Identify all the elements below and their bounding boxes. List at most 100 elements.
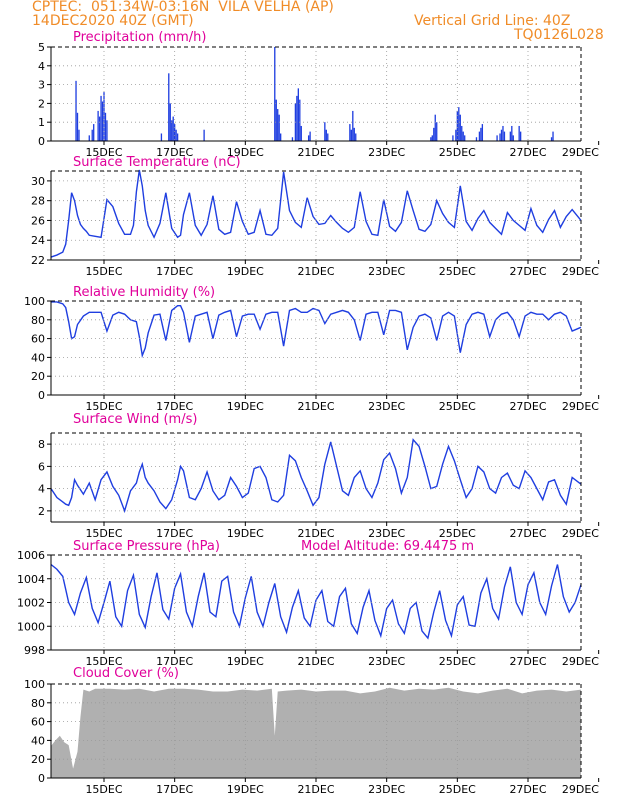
precip-bar [168,73,170,141]
panel-title: Cloud Cover (%) [73,666,179,681]
y-tick-label: 1006 [17,549,45,562]
precip-bar [327,133,329,141]
x-tick-label: 19DEC [227,146,264,159]
precip-bar [88,135,90,141]
panel-title: Surface Pressure (hPa) [73,539,220,554]
y-tick-label: 0 [38,135,45,148]
header-grid-line: Vertical Grid Line: 40Z [414,13,571,29]
precip-bar [297,88,299,141]
y-tick-label: 60 [31,716,45,729]
x-tick-label: 23DEC [368,655,405,668]
header-datetime: 14DEC2020 40Z (GMT) [32,13,194,29]
series-line [50,563,582,640]
x-tick-label: 17DEC [156,527,193,540]
precip-bar [519,131,522,141]
precip-bar [106,120,108,141]
panel-1 [47,169,600,264]
x-tick-label: 27DEC [509,400,546,413]
precip-bar [307,135,310,141]
precip-bar [431,135,433,141]
precip-bar [462,131,464,141]
panel-title: Surface Wind (m/s) [73,412,197,427]
series-line [50,438,582,514]
precip-bar [175,129,177,141]
precip-bar [203,129,205,141]
x-tick-label: 17DEC [156,146,193,159]
x-tick-label: 23DEC [368,146,405,159]
precip-bar [518,125,520,141]
precip-bar [458,107,460,141]
precip-bar [299,99,301,141]
x-tick-label: 15DEC [85,655,122,668]
y-tick-label: 28 [31,195,45,208]
precip-bar [478,131,481,141]
precip-bar [176,133,179,141]
x-tick-label: 17DEC [156,655,193,668]
precip-bar [325,129,327,141]
panel-2 [47,300,600,399]
x-tick-label: 25DEC [439,783,476,796]
x-tick-label: 23DEC [368,527,405,540]
precip-bar [75,80,77,141]
precip-bar [430,137,432,141]
y-tick-label: 1 [38,116,45,129]
y-tick-label: 24 [31,234,45,247]
y-tick-label: 2 [38,97,45,110]
precip-bar [353,127,355,141]
y-tick-label: 20 [31,370,45,383]
y-tick-label: 2 [38,505,45,518]
x-tick-label: 21DEC [297,527,334,540]
precip-bar [461,125,463,141]
precip-bar [503,131,506,141]
precip-bar [502,125,504,141]
precip-bar [452,135,454,141]
precip-bar [278,114,280,141]
x-tick-label: 21DEC [297,265,334,278]
series-line [51,301,582,359]
y-tick-label: 5 [38,41,45,54]
precip-bar [309,131,311,141]
precip-bar [291,137,294,141]
precip-bar [349,124,351,141]
precip-bar [550,137,553,141]
y-tick-label: 40 [31,734,45,747]
precip-bar [456,110,458,141]
y-tick-label: 8 [38,438,45,451]
panel-title: Relative Humidity (%) [73,285,215,300]
x-tick-label: 19DEC [227,265,264,278]
x-tick-label: 17DEC [156,783,193,796]
precip-bar [171,120,173,141]
x-tick-label: 15DEC [85,400,122,413]
x-tick-label: 19DEC [227,400,264,413]
y-tick-label: 20 [31,753,45,766]
y-tick-label: 26 [31,214,45,227]
x-tick-label: 23DEC [368,400,405,413]
precip-bar [511,125,513,141]
y-tick-label: 6 [38,460,45,473]
y-tick-label: 998 [24,644,45,657]
precip-bar [324,122,326,141]
y-tick-label: 1002 [17,597,45,610]
x-tick-label: 21DEC [297,655,334,668]
precip-bar [277,109,279,141]
x-tick-label: 25DEC [439,400,476,413]
y-tick-label: 1000 [17,620,45,633]
precip-bar [91,129,93,141]
panel-5 [47,683,600,782]
precip-bar [499,133,501,141]
precip-bar [464,135,466,141]
x-tick-label: 17DEC [156,400,193,413]
y-tick-label: 0 [38,389,45,402]
x-tick-label: 21DEC [297,400,334,413]
y-tick-label: 60 [31,333,45,346]
x-tick-label: 27DEC [509,527,546,540]
precip-bar [509,131,511,141]
x-tick-label: 29DEC [562,783,599,796]
precip-bar [433,127,435,141]
precip-bar [475,137,478,141]
y-tick-label: 3 [38,79,45,92]
precip-bar [296,95,298,141]
x-tick-label: 23DEC [368,265,405,278]
panel-0 [47,46,600,145]
x-tick-label: 19DEC [227,783,264,796]
